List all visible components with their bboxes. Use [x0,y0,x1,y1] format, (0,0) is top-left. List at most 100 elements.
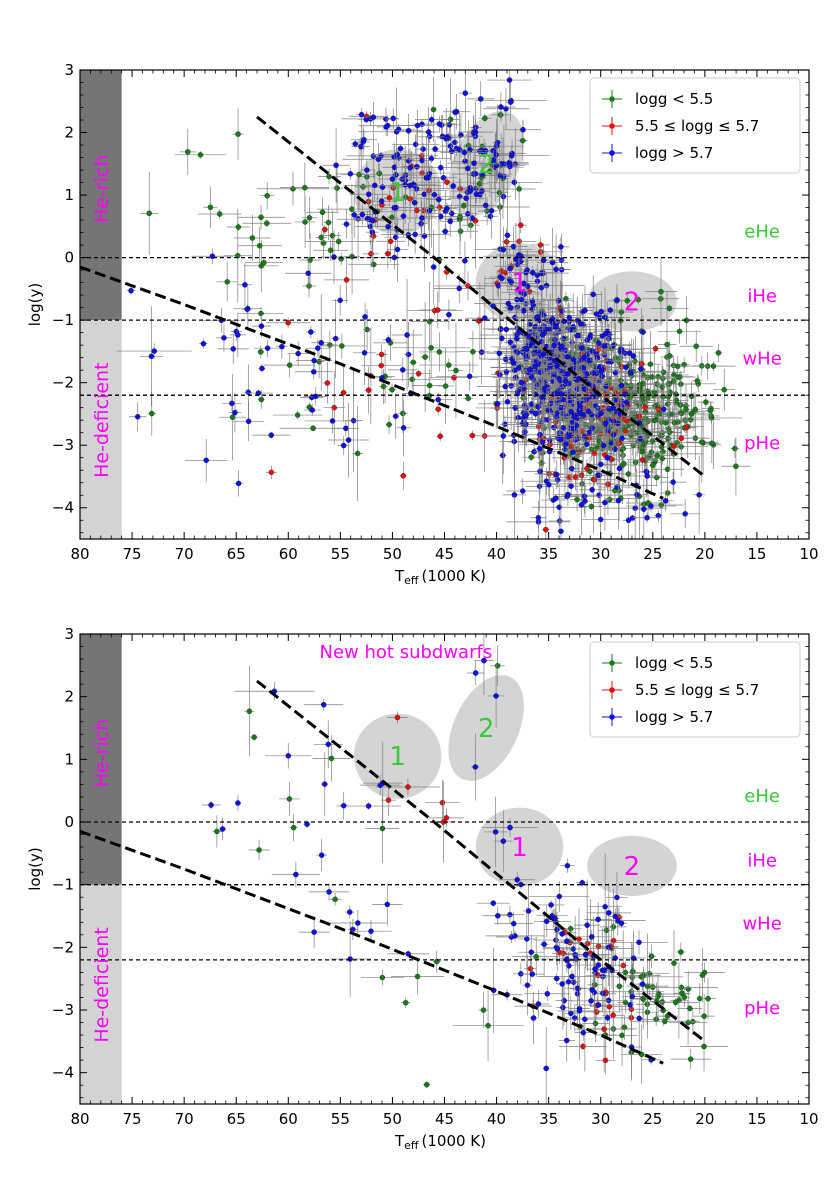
data-point-logg-high [554,362,560,369]
data-point-logg-low [690,1018,696,1025]
data-point-logg-low [653,1016,659,1023]
data-point-logg-high [370,114,377,120]
data-point-logg-low [528,454,534,460]
data-point-logg-high [148,353,155,360]
data-point-logg-high [540,257,547,263]
data-point-logg-high [569,465,575,472]
data-point-logg-low [371,261,377,268]
data-point-logg-low [588,503,595,510]
data-point-logg-high [524,936,530,942]
data-point-logg-high [494,401,501,407]
data-point-logg-high [558,244,564,250]
data-point-logg-low [687,1056,694,1062]
data-point-logg-high [370,217,376,224]
data-point-logg-low [651,417,658,424]
data-point-logg-low [349,206,355,212]
data-point-logg-high [582,498,588,504]
plot-area [80,70,809,539]
data-point-logg-low [701,1043,707,1050]
data-point-logg-low [256,847,262,853]
data-point-logg-high [535,515,542,521]
data-point-logg-high [532,363,538,370]
data-point-logg-high [332,335,339,342]
data-point-logg-low [224,279,230,285]
x-axis-label-unit: (1000 K) [422,567,486,585]
data-point-logg-low [258,310,264,317]
data-point-logg-high [561,318,567,324]
data-point-logg-high [419,157,425,164]
data-point-logg-high [585,408,592,415]
data-point-logg-low [290,186,296,192]
data-point-logg-mid [405,784,411,790]
data-point-logg-high [661,406,667,412]
data-points [201,634,728,1104]
data-point-logg-high [308,329,314,335]
data-point-logg-high [279,343,285,350]
data-point-logg-low [424,1081,430,1088]
data-point-logg-low [563,296,569,302]
data-point-logg-low [732,445,738,452]
data-point-logg-high [570,356,577,363]
data-point-logg-low [710,363,717,369]
data-point-logg-high [574,332,580,339]
data-point-logg-low [616,983,623,990]
data-point-logg-high [461,149,468,156]
data-point-logg-high [612,446,618,452]
data-point-logg-high [351,212,357,218]
data-point-logg-high [366,191,372,197]
data-point-logg-low [672,999,679,1006]
data-point-logg-low [310,425,316,431]
data-point-logg-high [523,412,529,419]
data-point-logg-high [571,414,578,420]
data-point-logg-high [619,398,625,405]
x-tick-label: 75 [123,545,142,563]
data-point-logg-high [313,393,319,400]
data-point-logg-low [622,999,629,1006]
data-point-logg-high [589,348,596,354]
data-point-logg-high [407,165,413,171]
data-point-logg-high [598,368,605,374]
data-point-logg-low [619,1032,625,1039]
x-tick-label: 60 [279,545,298,563]
data-point-logg-high [581,354,587,361]
legend-marker [609,150,615,156]
data-point-logg-low [658,433,664,439]
data-point-logg-high [469,215,476,221]
data-point-logg-high [456,285,463,292]
data-point-logg-low [677,402,684,408]
data-point-logg-low [354,450,361,457]
data-point-logg-low [294,412,301,418]
data-point-logg-low [386,421,392,428]
data-point-logg-high [529,298,535,304]
data-point-logg-high [562,378,569,384]
data-point-logg-low [688,411,695,417]
data-point-logg-mid [343,277,350,283]
data-point-logg-high [511,492,518,498]
data-point-logg-high [565,325,572,331]
data-point-logg-low [647,361,654,367]
x-axis-label: Teff (1000 K) [394,567,486,587]
data-point-logg-low [687,417,694,423]
data-point-logg-low [678,984,685,991]
region-label: pHe [744,433,780,454]
data-point-logg-high [626,350,633,356]
data-point-logg-high [128,287,134,294]
data-point-logg-high [543,282,550,289]
data-point-logg-low [497,112,504,118]
data-point-logg-low [480,1007,487,1013]
data-point-logg-high [648,503,654,509]
data-point-logg-high [361,137,367,143]
data-point-logg-high [604,455,611,461]
y-tick-label: 3 [64,61,74,79]
data-point-logg-high [514,335,520,342]
data-point-logg-high [534,314,541,320]
data-point-logg-high [564,862,571,869]
data-point-logg-low [334,185,340,191]
data-point-logg-high [625,517,632,523]
data-point-logg-high [559,343,565,350]
data-point-logg-low [621,460,627,467]
data-point-logg-high [337,297,343,304]
x-tick-label: 10 [799,545,818,563]
